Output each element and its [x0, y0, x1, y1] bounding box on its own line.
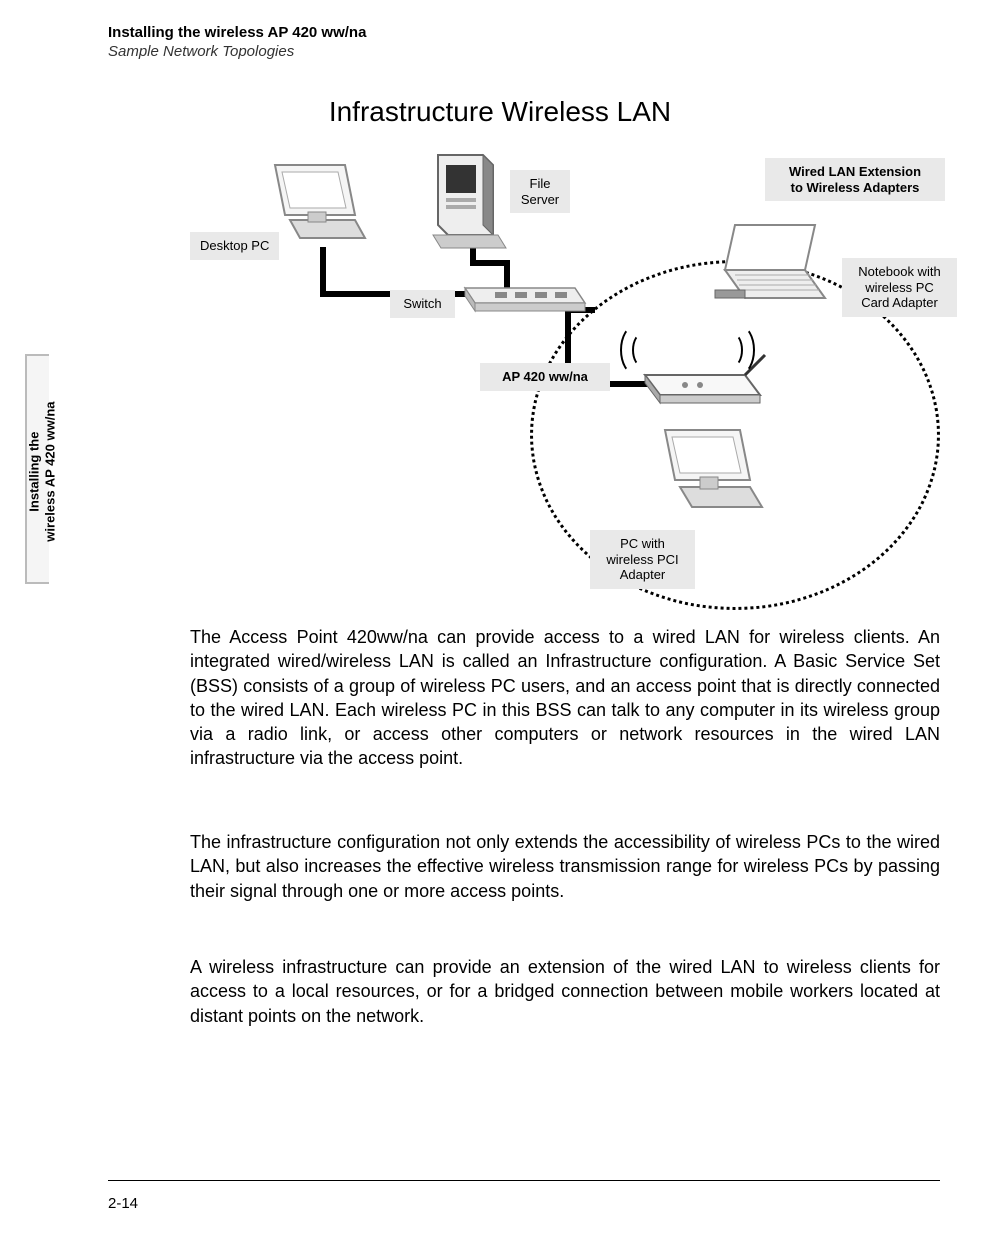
- paragraph-1: The Access Point 420ww/na can provide ac…: [190, 625, 940, 771]
- header-title: Installing the wireless AP 420 ww/na: [108, 24, 366, 41]
- label-pc-pci: PC with wireless PCI Adapter: [590, 530, 695, 589]
- label-text: Adapter: [620, 567, 666, 582]
- label-text: File: [530, 176, 551, 191]
- page-header: Installing the wireless AP 420 ww/na Sam…: [108, 24, 366, 60]
- label-text: Desktop PC: [200, 238, 269, 253]
- paragraph-2: The infrastructure configuration not onl…: [190, 830, 940, 903]
- network-diagram: Wired LAN Extension to Wireless Adapters…: [170, 150, 960, 610]
- label-text: Server: [521, 192, 559, 207]
- wireless-arc: [723, 333, 743, 367]
- side-tab: Installing the wireless AP 420 ww/na: [25, 354, 49, 584]
- label-text: AP 420 ww/na: [502, 369, 588, 384]
- label-text: Wired LAN Extension: [789, 164, 921, 179]
- side-tab-text: Installing the wireless AP 420 ww/na: [26, 362, 57, 582]
- label-desktop-pc: Desktop PC: [190, 232, 279, 260]
- label-text: Card Adapter: [861, 295, 938, 310]
- access-point-icon: [630, 345, 780, 420]
- file-server-icon: [428, 150, 508, 255]
- side-tab-line2: wireless AP 420 ww/na: [42, 402, 57, 542]
- header-subtitle: Sample Network Topologies: [108, 43, 366, 60]
- side-tab-line1: Installing the: [26, 432, 41, 512]
- section-title: Infrastructure Wireless LAN: [0, 96, 1000, 128]
- label-wired-lan-extension: Wired LAN Extension to Wireless Adapters: [765, 158, 945, 201]
- page-number: 2-14: [108, 1195, 138, 1212]
- label-text: wireless PCI: [606, 552, 678, 567]
- label-access-point: AP 420 ww/na: [480, 363, 610, 391]
- label-file-server: File Server: [510, 170, 570, 213]
- switch-icon: [460, 278, 590, 323]
- label-text: Notebook with: [858, 264, 940, 279]
- label-switch: Switch: [390, 290, 455, 318]
- page: Installing the wireless AP 420 ww/na Sam…: [0, 0, 1000, 1253]
- label-text: Switch: [403, 296, 441, 311]
- pc-pci-icon: [650, 425, 770, 530]
- wireless-arc: [632, 333, 652, 367]
- notebook-icon: [710, 220, 830, 315]
- label-text: wireless PC: [865, 280, 934, 295]
- label-text: to Wireless Adapters: [791, 180, 920, 195]
- footer-rule: [108, 1180, 940, 1181]
- paragraph-3: A wireless infrastructure can provide an…: [190, 955, 940, 1028]
- label-text: PC with: [620, 536, 665, 551]
- label-notebook: Notebook with wireless PC Card Adapter: [842, 258, 957, 317]
